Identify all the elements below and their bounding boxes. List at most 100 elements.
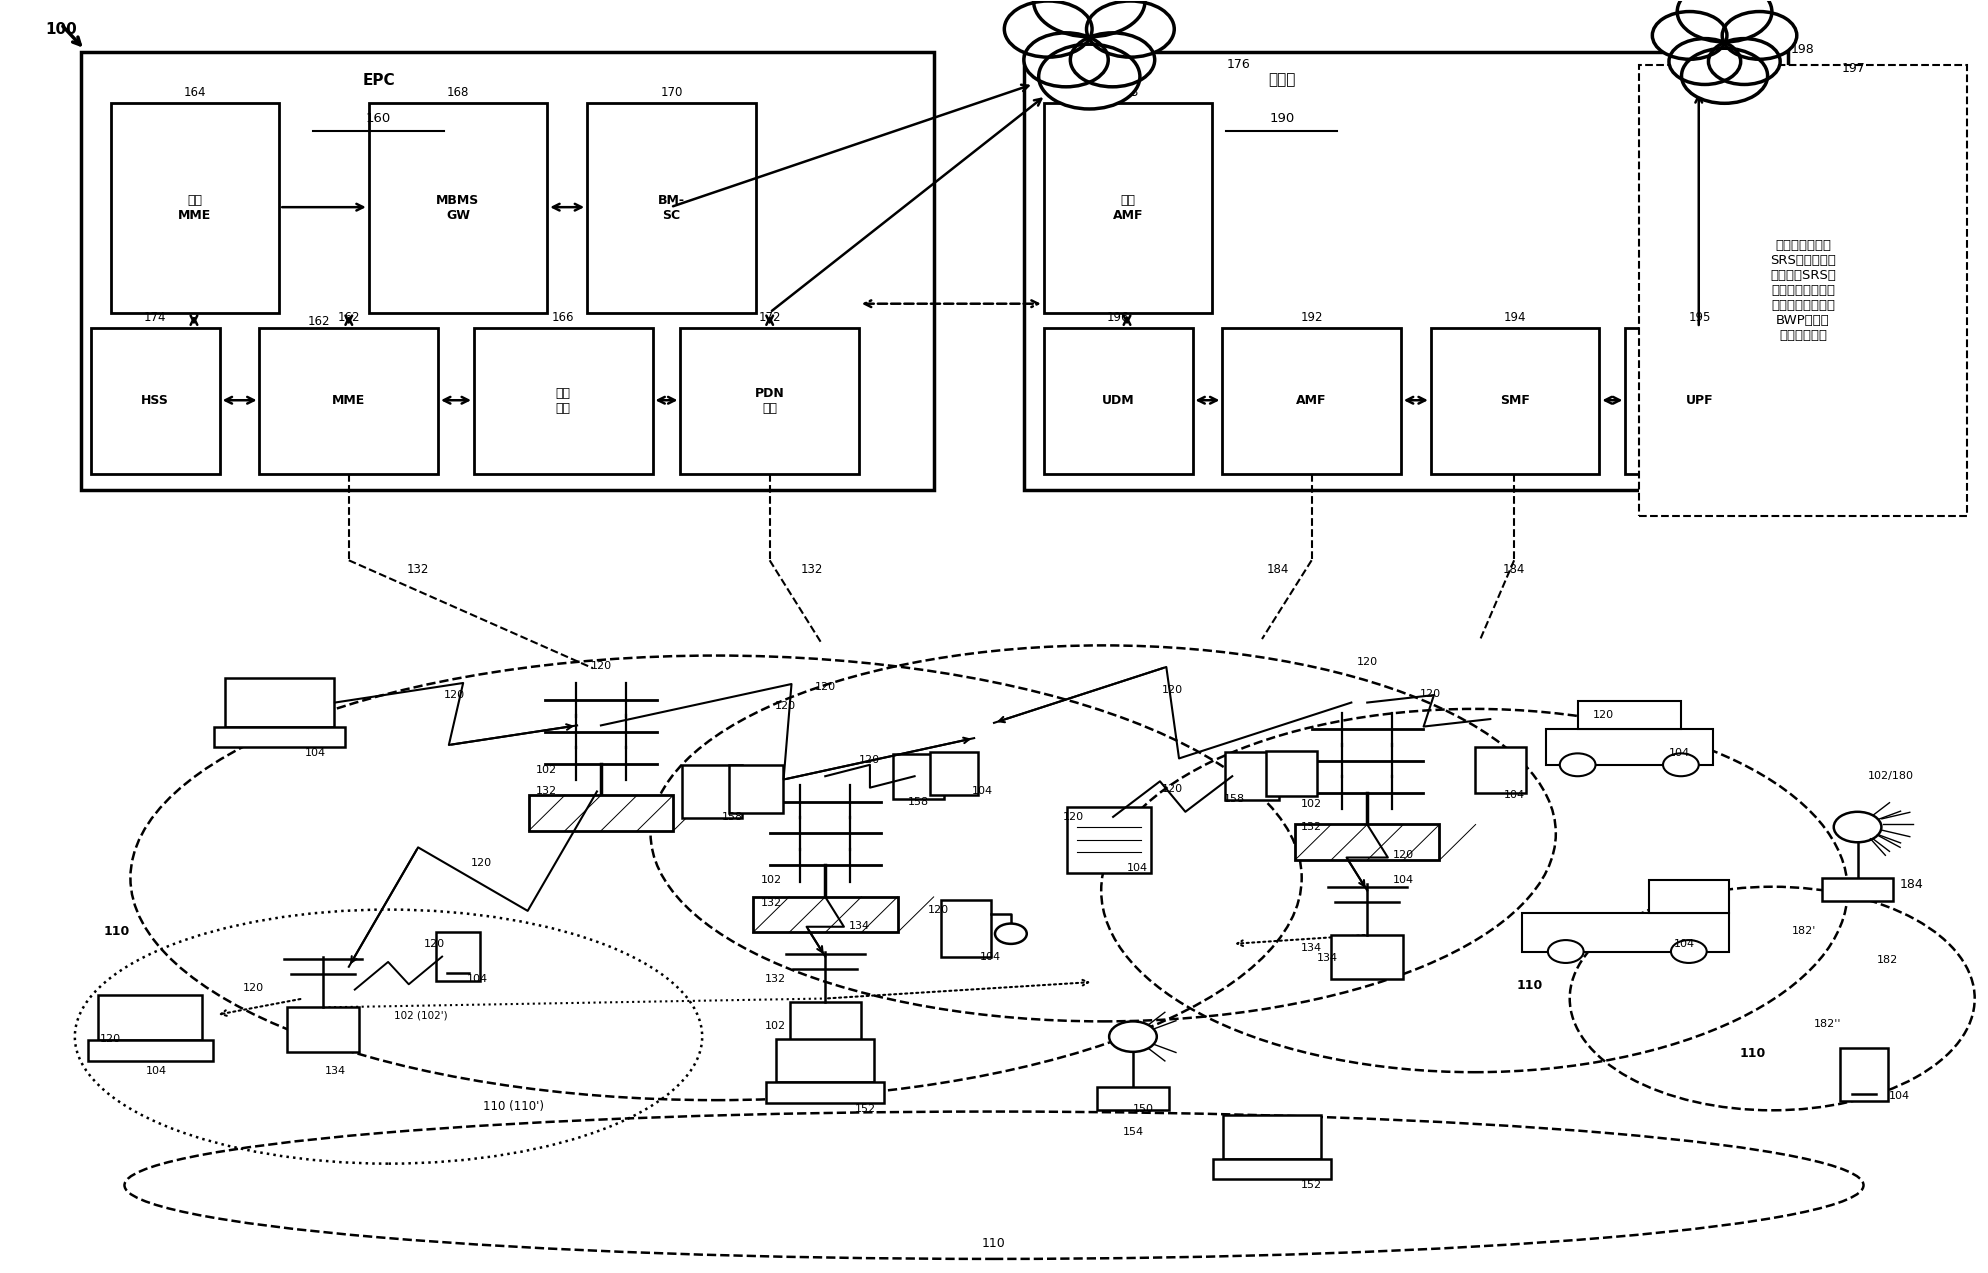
Text: 182'': 182'' — [1813, 1018, 1841, 1029]
Circle shape — [1678, 0, 1771, 42]
Circle shape — [1038, 45, 1139, 109]
Bar — [1332, 934, 1404, 979]
Text: 100: 100 — [46, 22, 78, 37]
Bar — [435, 932, 479, 980]
Bar — [730, 765, 783, 813]
Text: IP服务: IP服务 — [1070, 31, 1109, 48]
Text: IP服务: IP服务 — [1708, 36, 1741, 51]
Bar — [930, 752, 978, 796]
Bar — [1431, 328, 1600, 474]
Text: 120: 120 — [1592, 710, 1614, 721]
Text: 164: 164 — [183, 87, 207, 99]
Text: 160: 160 — [366, 112, 392, 125]
Bar — [91, 328, 221, 474]
Text: 184: 184 — [1266, 563, 1288, 575]
Bar — [1068, 807, 1151, 873]
Text: 120: 120 — [1064, 812, 1083, 822]
Bar — [1044, 328, 1193, 474]
Text: 182': 182' — [1791, 927, 1817, 936]
Text: 132: 132 — [801, 563, 823, 575]
Text: 110 (110'): 110 (110') — [483, 1100, 545, 1113]
Text: 195: 195 — [1688, 311, 1712, 325]
Text: SMF: SMF — [1501, 395, 1531, 407]
Text: EPC: EPC — [362, 73, 396, 88]
Text: 132: 132 — [408, 563, 429, 575]
Bar — [215, 727, 344, 747]
Text: 120: 120 — [775, 701, 795, 712]
Text: 120: 120 — [1356, 657, 1378, 667]
Text: 162: 162 — [338, 311, 360, 325]
Bar — [529, 796, 674, 831]
Text: 服务
网关: 服务 网关 — [557, 387, 571, 415]
Circle shape — [1708, 38, 1779, 84]
Text: 110: 110 — [1517, 979, 1543, 993]
Bar — [682, 765, 742, 819]
Bar — [99, 994, 203, 1040]
Text: 176: 176 — [1227, 59, 1250, 71]
Text: 104: 104 — [1127, 863, 1147, 873]
Bar — [1640, 65, 1966, 516]
Text: 120: 120 — [1392, 850, 1413, 861]
Text: 120: 120 — [928, 905, 948, 914]
Bar — [1523, 914, 1728, 951]
Bar — [1821, 878, 1893, 901]
Text: 104: 104 — [972, 787, 992, 797]
Text: 104: 104 — [1392, 876, 1413, 886]
Bar — [368, 103, 547, 313]
Text: 102/180: 102/180 — [1869, 771, 1914, 782]
Bar — [775, 1039, 875, 1082]
Bar — [473, 328, 652, 474]
Text: 120: 120 — [859, 755, 879, 765]
Bar — [1650, 881, 1728, 914]
Text: 132: 132 — [537, 787, 557, 797]
Text: 172: 172 — [757, 311, 781, 325]
Circle shape — [1024, 33, 1107, 87]
Text: 134: 134 — [1316, 953, 1338, 962]
Text: 162: 162 — [308, 314, 330, 328]
Text: UDM: UDM — [1101, 395, 1135, 407]
Text: 120: 120 — [590, 661, 612, 671]
Text: 134: 134 — [1300, 943, 1322, 952]
Text: 120: 120 — [1419, 689, 1441, 699]
Circle shape — [1004, 1, 1091, 57]
Text: 核心网: 核心网 — [1268, 73, 1296, 88]
Bar — [1626, 328, 1773, 474]
Text: 104: 104 — [980, 952, 1000, 961]
Bar — [1475, 747, 1525, 793]
Bar — [1213, 1158, 1330, 1179]
Bar — [1839, 1048, 1887, 1101]
Text: 104: 104 — [1674, 939, 1696, 948]
Text: 120: 120 — [815, 682, 835, 693]
Text: 110: 110 — [103, 924, 129, 938]
Circle shape — [1664, 754, 1700, 777]
Bar — [753, 897, 897, 932]
Text: 184: 184 — [1899, 877, 1922, 891]
Circle shape — [1833, 812, 1881, 843]
Text: 190: 190 — [1268, 112, 1294, 125]
Text: 120: 120 — [443, 690, 465, 700]
Circle shape — [1652, 11, 1728, 60]
Text: 104: 104 — [1889, 1091, 1910, 1101]
Text: 194: 194 — [1503, 311, 1527, 325]
Bar — [1223, 1115, 1322, 1158]
Text: 158: 158 — [1225, 794, 1244, 805]
Text: 110: 110 — [982, 1237, 1006, 1250]
Bar — [286, 1007, 358, 1051]
Bar — [1225, 752, 1278, 801]
Text: 193: 193 — [1117, 87, 1139, 99]
Bar — [260, 328, 437, 474]
Bar — [82, 52, 934, 490]
Text: 184: 184 — [1503, 563, 1525, 575]
Bar — [680, 328, 859, 474]
Text: 132: 132 — [761, 899, 781, 908]
Text: 120: 120 — [99, 1034, 121, 1044]
Text: 其他
AMF: 其他 AMF — [1113, 193, 1143, 222]
Text: MME: MME — [332, 395, 366, 407]
Circle shape — [1670, 38, 1741, 84]
Bar — [1223, 328, 1402, 474]
Text: 110: 110 — [1740, 1046, 1765, 1059]
Text: 120: 120 — [1163, 784, 1183, 794]
Text: 192: 192 — [1300, 311, 1322, 325]
Text: 197: 197 — [1841, 62, 1865, 75]
Circle shape — [1087, 1, 1175, 57]
